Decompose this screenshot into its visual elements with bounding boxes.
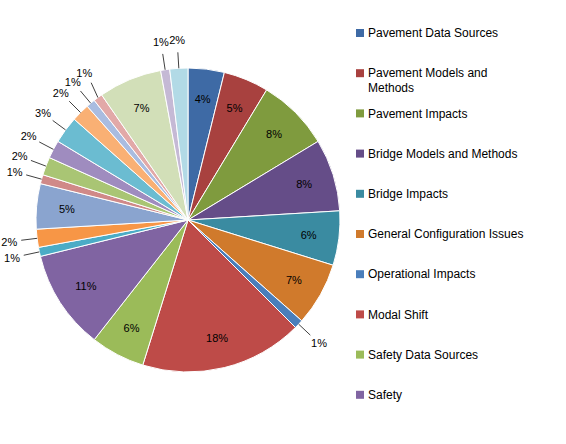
data-label: 1%	[7, 166, 23, 178]
data-label: 2%	[1, 236, 17, 248]
slice	[170, 68, 188, 220]
legend-swatch	[356, 230, 364, 238]
leader-line	[21, 238, 37, 240]
data-label: 11%	[75, 280, 96, 292]
data-label: 1%	[311, 337, 327, 349]
legend-swatch	[356, 150, 364, 158]
legend-label: Modal Shift	[368, 308, 429, 322]
legend-swatch	[356, 190, 364, 198]
legend-label: General Configuration Issues	[368, 227, 523, 241]
legend-label: Pavement Impacts	[368, 107, 467, 121]
leader-line	[80, 91, 90, 103]
slices	[36, 68, 340, 372]
leader-line	[39, 142, 53, 149]
legend-swatch	[356, 310, 364, 318]
data-label: 2%	[12, 150, 28, 162]
legend-label: Operational Impacts	[368, 267, 475, 281]
data-label: 2%	[21, 130, 37, 142]
data-label: 6%	[301, 229, 317, 241]
chart: 4%5%8%8%6%7%18%6%11%5%7%1%1%2%1%2%2%3%2%…	[0, 0, 566, 444]
legend-label: Safety	[368, 388, 402, 402]
leader-line	[24, 252, 40, 255]
legend-label: Pavement Models andMethods	[368, 66, 487, 95]
legend-swatch	[356, 391, 364, 399]
data-label: 5%	[59, 203, 75, 215]
leader-line	[26, 175, 41, 179]
data-label: 2%	[53, 87, 69, 99]
legend-label: Bridge Models and Methods	[368, 147, 517, 161]
legend-label: Safety Data Sources	[368, 348, 478, 362]
data-label: 2%	[169, 34, 185, 46]
legend-label: Pavement Data Sources	[368, 26, 498, 40]
data-labels: 4%5%8%8%6%7%18%6%11%5%7%1%1%2%1%2%2%3%2%…	[1, 34, 327, 349]
legend-swatch	[356, 109, 364, 117]
leader-line	[299, 324, 311, 335]
legend-swatch	[356, 270, 364, 278]
data-label: 3%	[35, 107, 51, 119]
pie: 4%5%8%8%6%7%18%6%11%5%7%1%1%2%1%2%2%3%2%…	[1, 34, 340, 372]
data-label: 1%	[4, 252, 20, 264]
legend-label: Bridge Impacts	[368, 187, 448, 201]
leader-line	[69, 101, 80, 112]
legend-swatch	[356, 69, 364, 77]
data-label: 4%	[195, 93, 211, 105]
data-label: 1%	[76, 67, 92, 79]
data-label: 18%	[206, 332, 228, 344]
data-label: 5%	[227, 102, 243, 114]
leader-line	[53, 120, 66, 129]
data-label: 6%	[124, 322, 140, 334]
data-label: 7%	[286, 274, 302, 286]
leader-line	[163, 54, 165, 70]
slice	[188, 141, 340, 220]
data-label: 8%	[266, 128, 282, 140]
leader-line	[91, 83, 98, 98]
leader-line	[31, 160, 46, 166]
data-label: 8%	[296, 178, 312, 190]
leader-line	[177, 52, 179, 68]
legend: Pavement Data Sources Pavement Models and…	[356, 26, 523, 402]
data-label: 7%	[134, 102, 150, 114]
data-label: 1%	[153, 36, 169, 48]
legend-swatch	[356, 351, 364, 359]
legend-swatch	[356, 29, 364, 37]
